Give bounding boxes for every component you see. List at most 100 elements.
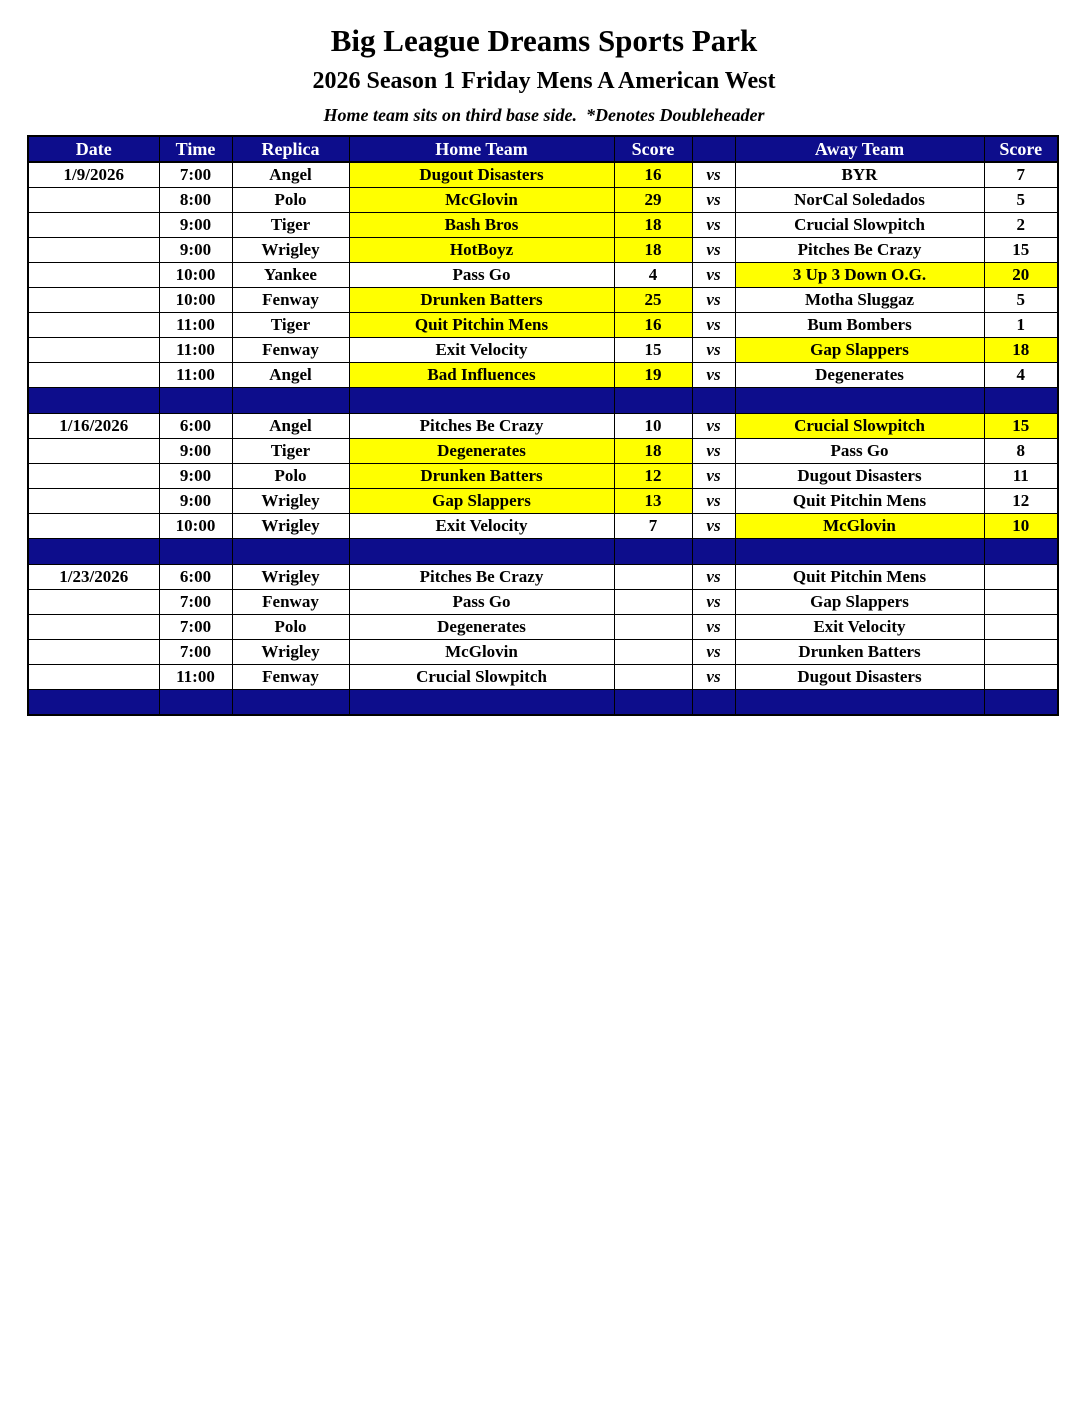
home-score-cell: 10: [613, 412, 693, 439]
date-cell: [27, 286, 160, 313]
home-team-cell: Gap Slappers: [348, 487, 615, 514]
replica-cell: Angel: [231, 412, 350, 439]
away-score-cell: 4: [983, 361, 1059, 388]
separator-cell: [613, 688, 693, 716]
away-team-cell: Dugout Disasters: [734, 462, 985, 489]
separator-cell: [983, 386, 1059, 414]
game-row: 10:00 Yankee Pass Go 4 vs 3 Up 3 Down O.G. 20: [27, 261, 1059, 288]
home-team-cell: Pass Go: [348, 588, 615, 615]
away-score-cell: 15: [983, 412, 1059, 439]
game-row: 8:00 Polo McGlovin 29 vs NorCal Soledados 5: [27, 186, 1059, 213]
home-score-cell: [613, 663, 693, 690]
home-score-cell: [613, 613, 693, 640]
col-header-home-team: Home Team: [348, 135, 615, 163]
away-score-cell: 15: [983, 236, 1059, 263]
separator-cell: [348, 688, 615, 716]
time-cell: 10:00: [158, 286, 233, 313]
home-team-cell: Dugout Disasters: [348, 161, 615, 188]
home-team-cell: Degenerates: [348, 437, 615, 464]
replica-cell: Wrigley: [231, 512, 350, 539]
date-cell: [27, 487, 160, 514]
col-header-replica: Replica: [231, 135, 350, 163]
separator-cell: [734, 688, 985, 716]
vs-cell: vs: [691, 286, 736, 313]
schedule-body: 1/9/2026 7:00 Angel Dugout Disasters 16 vs BYR…: [27, 161, 1059, 716]
home-team-cell: Bad Influences: [348, 361, 615, 388]
time-cell: 10:00: [158, 512, 233, 539]
time-cell: 6:00: [158, 563, 233, 590]
away-score-cell: 18: [983, 336, 1059, 363]
vs-cell: vs: [691, 211, 736, 238]
home-score-cell: 19: [613, 361, 693, 388]
away-team-cell: Dugout Disasters: [734, 663, 985, 690]
replica-cell: Polo: [231, 613, 350, 640]
away-score-cell: [983, 563, 1059, 590]
replica-cell: Tiger: [231, 311, 350, 338]
home-team-cell: Degenerates: [348, 613, 615, 640]
game-row: 11:00 Angel Bad Influences 19 vs Degenerates 4: [27, 361, 1059, 388]
time-cell: 7:00: [158, 638, 233, 665]
col-header-away-score: Score: [983, 135, 1059, 163]
away-team-cell: Gap Slappers: [734, 588, 985, 615]
home-score-cell: 18: [613, 211, 693, 238]
home-score-cell: 16: [613, 311, 693, 338]
home-team-cell: Drunken Batters: [348, 462, 615, 489]
date-cell: 1/16/2026: [27, 412, 160, 439]
time-cell: 11:00: [158, 336, 233, 363]
home-score-cell: [613, 563, 693, 590]
time-cell: 6:00: [158, 412, 233, 439]
date-cell: [27, 437, 160, 464]
replica-cell: Wrigley: [231, 638, 350, 665]
vs-cell: vs: [691, 261, 736, 288]
replica-cell: Fenway: [231, 286, 350, 313]
separator-cell: [231, 537, 350, 565]
game-row: 1/9/2026 7:00 Angel Dugout Disasters 16 vs BYR…: [27, 161, 1059, 188]
away-team-cell: Degenerates: [734, 361, 985, 388]
away-team-cell: McGlovin: [734, 512, 985, 539]
vs-cell: vs: [691, 663, 736, 690]
col-header-date: Date: [27, 135, 160, 163]
separator-cell: [231, 688, 350, 716]
separator-cell: [613, 386, 693, 414]
separator-cell: [983, 537, 1059, 565]
game-row: 7:00 Wrigley McGlovin vs Drunken Batters: [27, 638, 1059, 665]
date-cell: 1/23/2026: [27, 563, 160, 590]
game-row: 9:00 Tiger Degenerates 18 vs Pass Go 8: [27, 437, 1059, 464]
home-team-cell: Pass Go: [348, 261, 615, 288]
home-team-cell: HotBoyz: [348, 236, 615, 263]
date-cell: [27, 663, 160, 690]
time-cell: 10:00: [158, 261, 233, 288]
vs-cell: vs: [691, 361, 736, 388]
separator-cell: [348, 386, 615, 414]
time-cell: 7:00: [158, 613, 233, 640]
replica-cell: Yankee: [231, 261, 350, 288]
home-score-cell: 29: [613, 186, 693, 213]
away-team-cell: 3 Up 3 Down O.G.: [734, 261, 985, 288]
replica-cell: Wrigley: [231, 487, 350, 514]
vs-cell: vs: [691, 512, 736, 539]
separator-cell: [27, 386, 160, 414]
separator-row: [27, 537, 1059, 565]
home-score-cell: 16: [613, 161, 693, 188]
date-cell: [27, 311, 160, 338]
home-team-cell: Bash Bros: [348, 211, 615, 238]
away-score-cell: [983, 638, 1059, 665]
vs-cell: vs: [691, 462, 736, 489]
away-team-cell: Bum Bombers: [734, 311, 985, 338]
date-cell: 1/9/2026: [27, 161, 160, 188]
separator-cell: [734, 537, 985, 565]
separator-cell: [158, 688, 233, 716]
home-score-cell: 15: [613, 336, 693, 363]
game-row: 11:00 Fenway Exit Velocity 15 vs Gap Slappers…: [27, 336, 1059, 363]
date-cell: [27, 462, 160, 489]
home-team-cell: Pitches Be Crazy: [348, 563, 615, 590]
replica-cell: Wrigley: [231, 236, 350, 263]
separator-row: [27, 386, 1059, 414]
replica-cell: Polo: [231, 186, 350, 213]
home-team-note: Home team sits on third base side. *Deno…: [323, 105, 765, 125]
game-row: 11:00 Fenway Crucial Slowpitch vs Dugout Dis…: [27, 663, 1059, 690]
away-team-cell: NorCal Soledados: [734, 186, 985, 213]
home-team-cell: Pitches Be Crazy: [348, 412, 615, 439]
home-team-cell: McGlovin: [348, 186, 615, 213]
away-score-cell: [983, 663, 1059, 690]
